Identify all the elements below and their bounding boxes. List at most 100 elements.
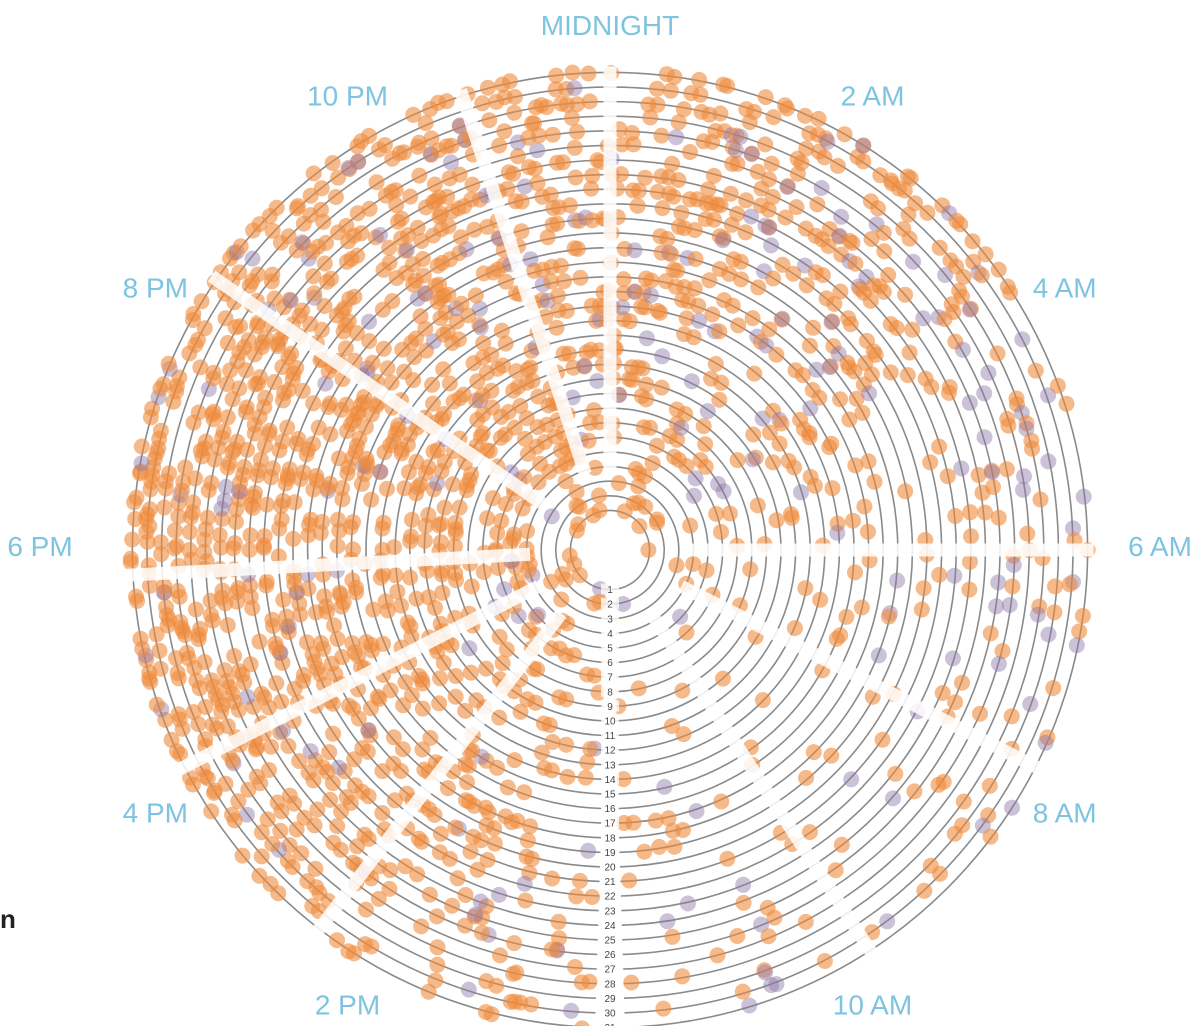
orange-dot <box>252 369 268 386</box>
orange-dot <box>901 230 918 247</box>
orange-dot <box>185 306 202 322</box>
orange-dot <box>345 854 362 871</box>
orange-dot <box>261 422 278 439</box>
purple-dot <box>953 460 970 477</box>
orange-dot <box>816 149 833 166</box>
orange-dot <box>219 409 236 426</box>
orange-dot <box>765 402 782 419</box>
orange-dot <box>571 498 588 515</box>
day-tick-label: 19 <box>604 848 616 859</box>
orange-dot <box>574 1020 590 1026</box>
orange-dot <box>664 822 681 839</box>
orange-dot <box>305 268 322 285</box>
orange-dot <box>977 504 994 521</box>
purple-dot <box>1014 331 1031 348</box>
orange-dot <box>509 148 526 165</box>
day-tick-bg <box>601 700 619 712</box>
orange-dot <box>197 433 214 450</box>
orange-dot <box>805 744 822 761</box>
orange-dot <box>408 590 425 607</box>
orange-dot <box>649 80 665 97</box>
orange-dot <box>316 588 333 605</box>
orange-dot <box>357 419 374 435</box>
orange-dot <box>307 860 324 877</box>
orange-dot <box>245 698 262 715</box>
orange-dot <box>805 319 822 336</box>
orange-dot <box>190 331 206 348</box>
orange-dot <box>429 908 445 925</box>
orange-dot <box>122 550 139 567</box>
purple-dot <box>686 487 702 504</box>
orange-dot <box>556 273 573 290</box>
orange-dot <box>711 391 728 408</box>
orange-dot <box>416 532 433 549</box>
orange-dot <box>467 287 484 304</box>
orange-dot <box>509 573 526 590</box>
hour-label: 8 AM <box>1033 798 1097 829</box>
orange-dot <box>820 238 837 254</box>
orange-dot <box>497 335 514 352</box>
orange-dot <box>444 897 461 914</box>
orange-dot <box>888 320 905 336</box>
orange-dot <box>519 691 536 708</box>
purple-dot <box>1016 468 1032 485</box>
orange-dot <box>313 201 329 218</box>
orange-dot <box>506 935 523 952</box>
orange-dot <box>521 622 537 639</box>
orange-dot <box>214 582 231 599</box>
orange-dot <box>478 660 495 677</box>
orange-dot <box>869 200 886 217</box>
orange-dot <box>491 137 508 154</box>
day-tick-bg <box>601 715 619 726</box>
hour-gap <box>648 613 879 960</box>
orange-dot <box>469 861 486 878</box>
orange-dot <box>219 376 235 392</box>
orange-dot <box>561 197 578 214</box>
orange-dot <box>824 480 841 497</box>
orange-dot <box>417 115 434 132</box>
day-tick-label: 3 <box>607 614 613 625</box>
orange-dot <box>788 199 805 216</box>
orange-dot <box>300 764 317 781</box>
orange-dot <box>305 165 322 182</box>
orange-dot <box>934 685 951 701</box>
orange-dot <box>318 234 334 251</box>
orange-dot <box>613 166 630 183</box>
purple-dot <box>691 312 707 329</box>
orange-dot <box>832 391 849 408</box>
orange-dot <box>713 793 730 810</box>
day-tick-label: 2 <box>607 600 613 611</box>
orange-dot <box>543 273 560 290</box>
orange-dot <box>653 127 670 144</box>
orange-dot <box>659 231 676 247</box>
orange-dot <box>707 356 724 372</box>
orange-dot <box>766 909 783 926</box>
orange-dot <box>697 458 714 475</box>
day-tick-bg <box>601 963 619 975</box>
orange-dot <box>738 192 755 209</box>
orange-dot <box>569 96 586 113</box>
orange-dot <box>670 172 687 188</box>
purple-dot <box>743 208 760 225</box>
orange-dot <box>963 528 979 545</box>
purple-dot <box>282 292 299 309</box>
day-tick-label: 21 <box>604 877 616 888</box>
orange-dot <box>773 415 790 432</box>
purple-dot <box>672 608 689 625</box>
purple-dot <box>946 567 963 584</box>
orange-dot <box>543 640 560 657</box>
orange-dot <box>190 404 207 421</box>
orange-dot <box>638 376 655 393</box>
orange-dot <box>405 106 422 123</box>
orange-dot <box>240 781 257 798</box>
day-tick-bg <box>601 729 619 741</box>
orange-dot <box>989 345 1006 362</box>
orange-dot <box>161 465 178 482</box>
purple-dot <box>673 419 690 436</box>
purple-dot <box>451 117 468 134</box>
orange-dot <box>544 734 561 750</box>
orange-dot <box>742 561 759 578</box>
orange-dot <box>624 125 641 141</box>
orange-dot <box>462 664 479 681</box>
orange-dot <box>185 704 202 720</box>
